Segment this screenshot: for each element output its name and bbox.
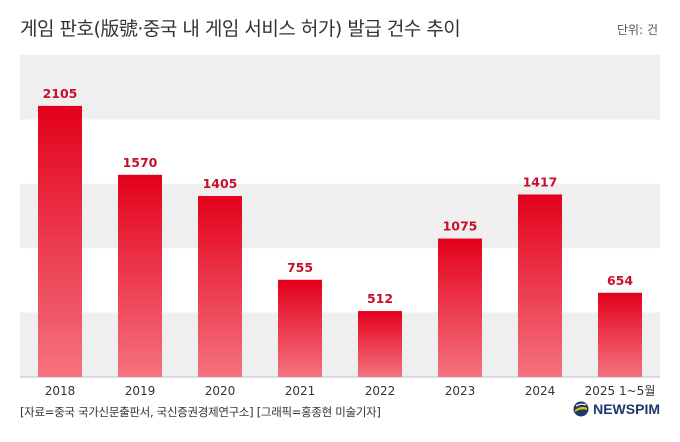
value-label: 1570 <box>123 155 158 170</box>
background-band <box>20 55 660 120</box>
value-label: 512 <box>367 291 393 306</box>
x-tick-label: 2022 <box>365 384 396 398</box>
bar-2024 <box>518 194 562 377</box>
x-tick-label: 2018 <box>45 384 76 398</box>
bar-2023 <box>438 238 482 377</box>
x-tick-label: 2020 <box>205 384 236 398</box>
value-labels: 2105 1570 1405 755 512 1075 1417 654 <box>43 86 634 306</box>
x-tick-label: 2019 <box>125 384 156 398</box>
globe-icon <box>573 401 589 417</box>
bars <box>38 105 642 377</box>
value-label: 1417 <box>523 174 558 189</box>
source-credit: [자료=중국 국가신문출판서, 국신증권경제연구소] [그래픽=홍종현 미술기자… <box>20 405 381 419</box>
bar-2022 <box>358 311 402 377</box>
x-tick-label: 2024 <box>525 384 556 398</box>
brand-logo: NEWSPIM <box>573 401 660 417</box>
value-label: 755 <box>287 260 313 275</box>
x-tick-label: 2025 1~5월 <box>585 384 656 398</box>
background-bands <box>20 55 660 377</box>
bar-2019 <box>118 174 162 377</box>
x-tick-label: 2021 <box>285 384 316 398</box>
value-label: 1405 <box>203 176 238 191</box>
unit-label: 단위: 건 <box>617 23 658 37</box>
value-label: 654 <box>607 273 633 288</box>
value-label: 2105 <box>43 86 78 101</box>
background-band <box>20 312 660 377</box>
bar-2021 <box>278 279 322 377</box>
value-label: 1075 <box>443 219 478 234</box>
bar-2020 <box>198 196 242 377</box>
x-tick-label: 2023 <box>445 384 476 398</box>
chart-title: 게임 판호(版號·중국 내 게임 서비스 허가) 발급 건수 추이 <box>20 18 461 40</box>
brand-name: NEWSPIM <box>593 401 660 417</box>
background-band <box>20 183 660 249</box>
bar-2025 <box>598 292 642 377</box>
bar-2018 <box>38 105 82 377</box>
x-tick-labels: 2018 2019 2020 2021 2022 2023 2024 2025 1~5월 <box>45 384 656 398</box>
